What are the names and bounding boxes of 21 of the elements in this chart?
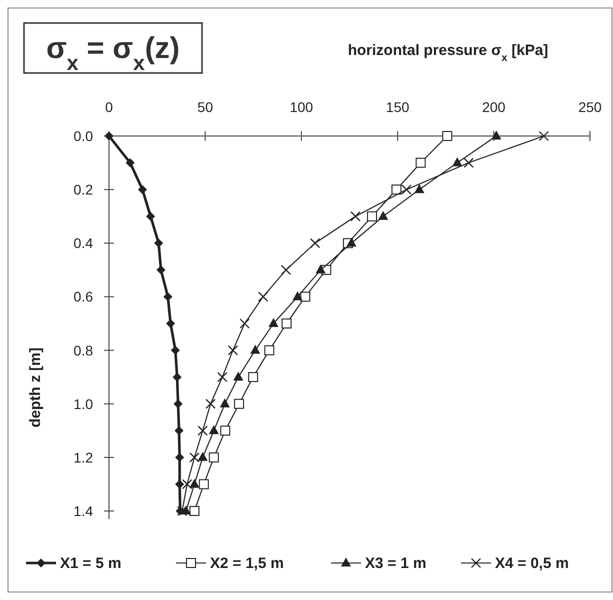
x-axis-title: horizontal pressure σ$_{x}$ [kPa] bbox=[348, 42, 548, 64]
legend-label: X1 = 5 m bbox=[60, 555, 122, 572]
x-tick-label: 0 bbox=[105, 99, 114, 115]
y-tick-label: 0.8 bbox=[74, 342, 94, 358]
x-tick-label: 200 bbox=[482, 99, 506, 115]
chart-title: σ$_{x}$ = σ$_{x}$(z) bbox=[46, 32, 180, 74]
y-tick-label: 1.2 bbox=[74, 449, 94, 466]
y-axis-title: depth z [m] bbox=[27, 348, 44, 428]
legend-label: X3 = 1 m bbox=[365, 555, 426, 572]
x-tick-label: 250 bbox=[578, 99, 602, 115]
y-tick-label: 0.6 bbox=[74, 288, 94, 305]
x-tick-label: 50 bbox=[197, 99, 214, 115]
y-tick-label: 0.2 bbox=[74, 182, 94, 198]
x-tick-label: 150 bbox=[386, 99, 410, 115]
legend-label: X4 = 0,5 m bbox=[495, 555, 569, 572]
y-tick-label: 0.0 bbox=[74, 128, 94, 144]
y-tick-label: 1.4 bbox=[74, 503, 94, 519]
y-tick-label: 1.0 bbox=[74, 396, 94, 412]
x-tick-label: 100 bbox=[290, 99, 314, 115]
y-tick-label: 0.4 bbox=[74, 235, 94, 252]
legend-label: X2 = 1,5 m bbox=[210, 555, 284, 572]
